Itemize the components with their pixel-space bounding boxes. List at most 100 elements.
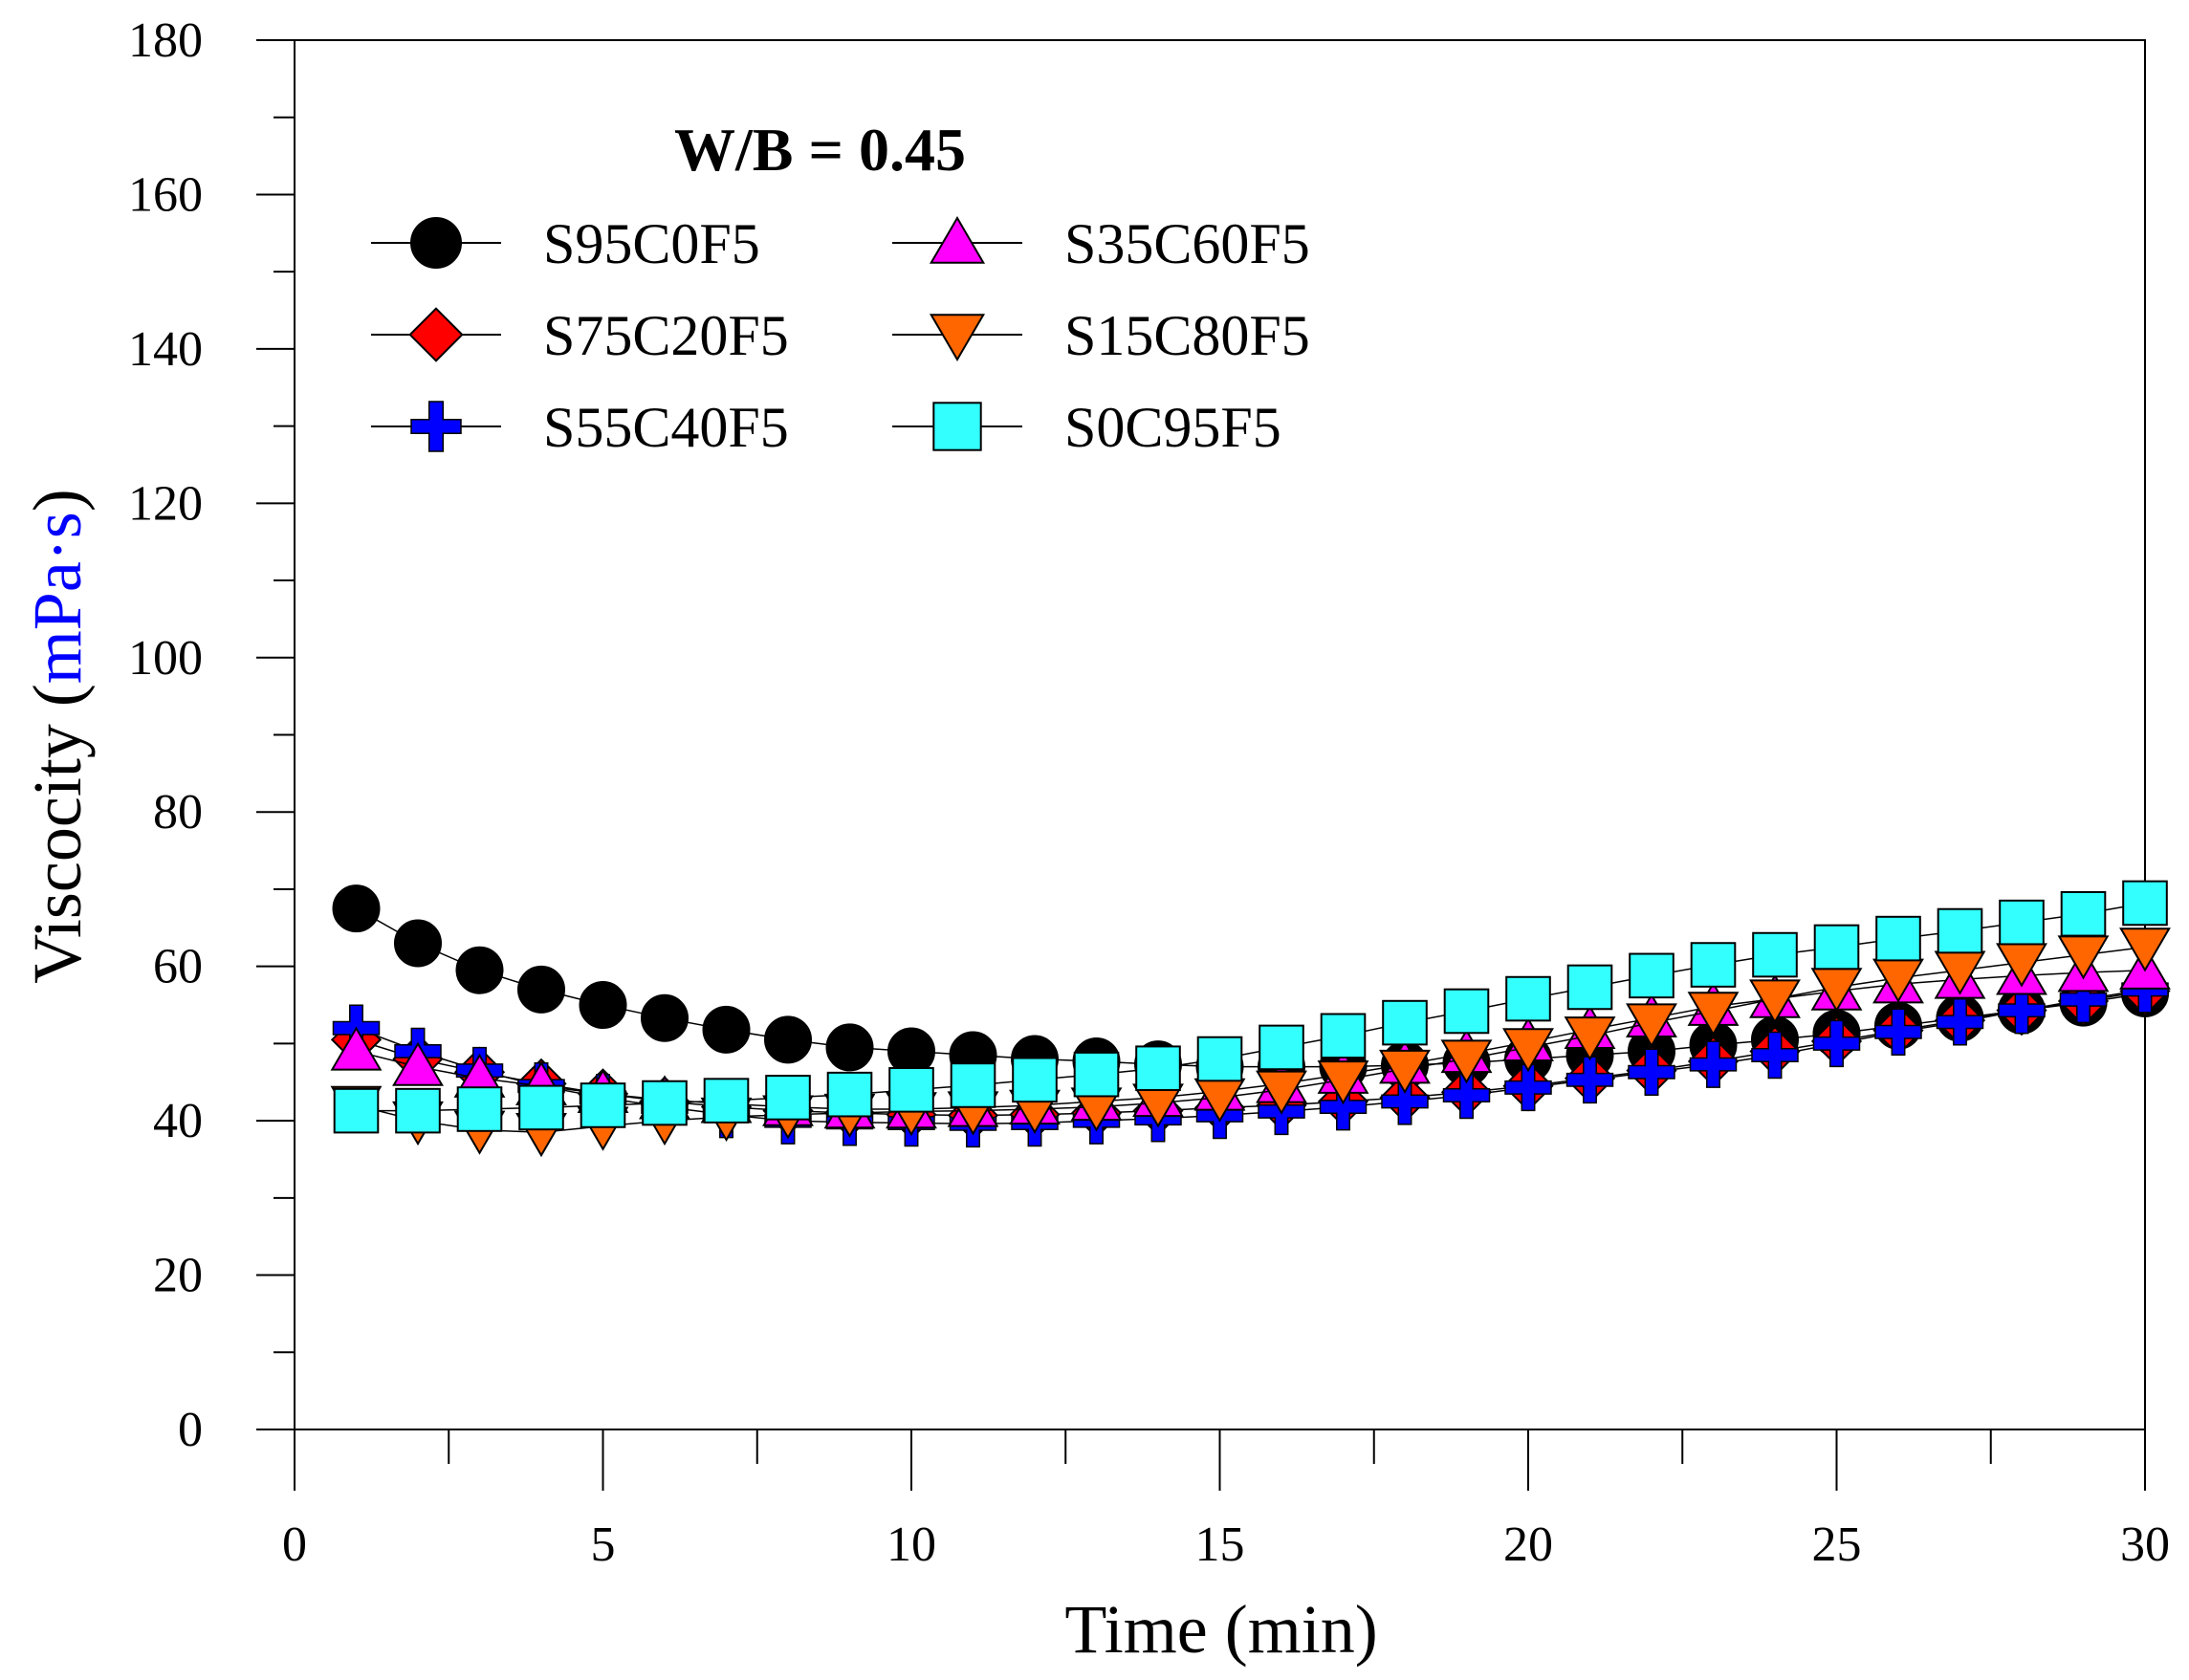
legend-label: S95C0F5 <box>543 212 760 275</box>
data-point <box>1259 1024 1304 1071</box>
y-tick-label: 20 <box>153 1249 203 1303</box>
data-point <box>764 1015 812 1064</box>
data-point <box>580 1082 626 1128</box>
data-point <box>330 1026 383 1071</box>
legend-marker <box>408 307 464 362</box>
data-point <box>1629 952 1675 999</box>
legend-label: S15C80F5 <box>1064 304 1310 367</box>
data-point <box>456 1086 503 1132</box>
y-tick-label: 80 <box>153 785 203 840</box>
data-point <box>1937 907 1983 954</box>
data-point <box>1752 931 1798 978</box>
y-tick-label: 60 <box>153 940 203 994</box>
y-axis-title-close: ) <box>19 489 96 512</box>
data-point <box>1256 1070 1307 1115</box>
data-point <box>1564 1016 1616 1061</box>
data-point <box>1502 1028 1554 1073</box>
y-axis-title-unit: mPa·s <box>19 512 96 684</box>
y-tick-label: 100 <box>128 631 203 686</box>
data-point <box>1998 986 2046 1035</box>
y-tick-label: 180 <box>128 13 203 68</box>
data-point <box>1812 1019 1861 1068</box>
y-axis-title: Viscocity (mPa·s) <box>19 489 96 984</box>
y-tick-label: 120 <box>128 476 203 531</box>
data-point <box>332 884 381 933</box>
data-point <box>2060 890 2107 937</box>
legend-item: S95C0F5 <box>371 212 760 275</box>
data-point <box>1442 1071 1491 1120</box>
x-tick-label: 0 <box>282 1517 307 1572</box>
x-axis-title: Time (min) <box>1064 1591 1377 1668</box>
legend-item: S55C40F5 <box>371 396 789 459</box>
data-point <box>1381 1078 1429 1125</box>
x-tick-label: 30 <box>2120 1517 2170 1572</box>
data-point <box>1440 1039 1493 1084</box>
legend-label: S35C60F5 <box>1064 212 1310 275</box>
data-point <box>1687 992 1740 1036</box>
legend-marker <box>410 217 462 269</box>
series-S0C95F5 <box>333 880 2168 1134</box>
legend-item: S75C20F5 <box>371 304 789 367</box>
data-point <box>1813 924 1860 971</box>
data-point <box>1073 1051 1120 1098</box>
chart-annotation: W/B = 0.45 <box>674 116 966 184</box>
legend-item: S35C60F5 <box>892 212 1310 275</box>
data-point <box>1566 964 1613 1011</box>
data-point <box>2059 975 2108 1024</box>
data-point <box>1999 899 2045 946</box>
data-point <box>1320 1013 1367 1059</box>
y-tick-label: 140 <box>128 322 203 377</box>
data-point <box>703 1078 750 1124</box>
data-point <box>1875 915 1921 962</box>
data-point <box>2122 880 2168 927</box>
data-point <box>888 1067 934 1113</box>
data-point <box>1689 1040 1738 1088</box>
x-tick-label: 5 <box>591 1517 616 1572</box>
data-point <box>1319 1082 1368 1131</box>
series-layer <box>330 880 2171 1158</box>
y-tick-label: 0 <box>178 1403 203 1457</box>
legend-item: S0C95F5 <box>892 396 1281 459</box>
data-point <box>765 1075 811 1121</box>
data-point <box>455 946 504 994</box>
x-axis-ticks: 0 5 10 15 20 25 30 <box>282 1429 2170 1572</box>
data-point <box>1690 942 1737 988</box>
data-point <box>1749 979 1801 1024</box>
data-point <box>518 1084 564 1131</box>
data-point <box>1565 1056 1614 1104</box>
data-point <box>394 919 442 968</box>
data-point <box>1751 1031 1799 1080</box>
x-tick-label: 20 <box>1503 1517 1553 1572</box>
data-point <box>1382 999 1428 1046</box>
data-point <box>1936 998 1984 1046</box>
data-point <box>2119 927 2171 972</box>
data-point <box>579 981 627 1030</box>
y-axis-ticks: 0 20 40 60 80 100 120 140 160 180 <box>128 13 295 1457</box>
data-point <box>826 1071 873 1118</box>
legend-label: S0C95F5 <box>1064 396 1281 459</box>
legend-item: S15C80F5 <box>892 304 1310 367</box>
data-point <box>1505 975 1551 1022</box>
x-tick-label: 25 <box>1812 1517 1862 1572</box>
data-point <box>517 965 565 1014</box>
data-point <box>825 1023 874 1072</box>
data-point <box>1135 1045 1181 1092</box>
data-point <box>1317 1060 1369 1105</box>
y-axis-title-main: Viscocity ( <box>19 684 96 984</box>
data-point <box>1504 1063 1552 1112</box>
legend-marker <box>932 402 982 451</box>
x-tick-label: 15 <box>1195 1517 1245 1572</box>
data-point <box>1379 1049 1431 1095</box>
data-point <box>395 1087 441 1134</box>
data-point <box>1874 1008 1922 1057</box>
legend-label: S55C40F5 <box>543 396 789 459</box>
legend-label: S75C20F5 <box>543 304 789 367</box>
legend-marker <box>929 216 986 264</box>
x-tick-label: 10 <box>887 1517 936 1572</box>
data-point <box>1626 1003 1677 1048</box>
data-point <box>1196 1036 1243 1082</box>
y-tick-label: 40 <box>153 1094 203 1148</box>
legend-marker <box>929 314 986 361</box>
